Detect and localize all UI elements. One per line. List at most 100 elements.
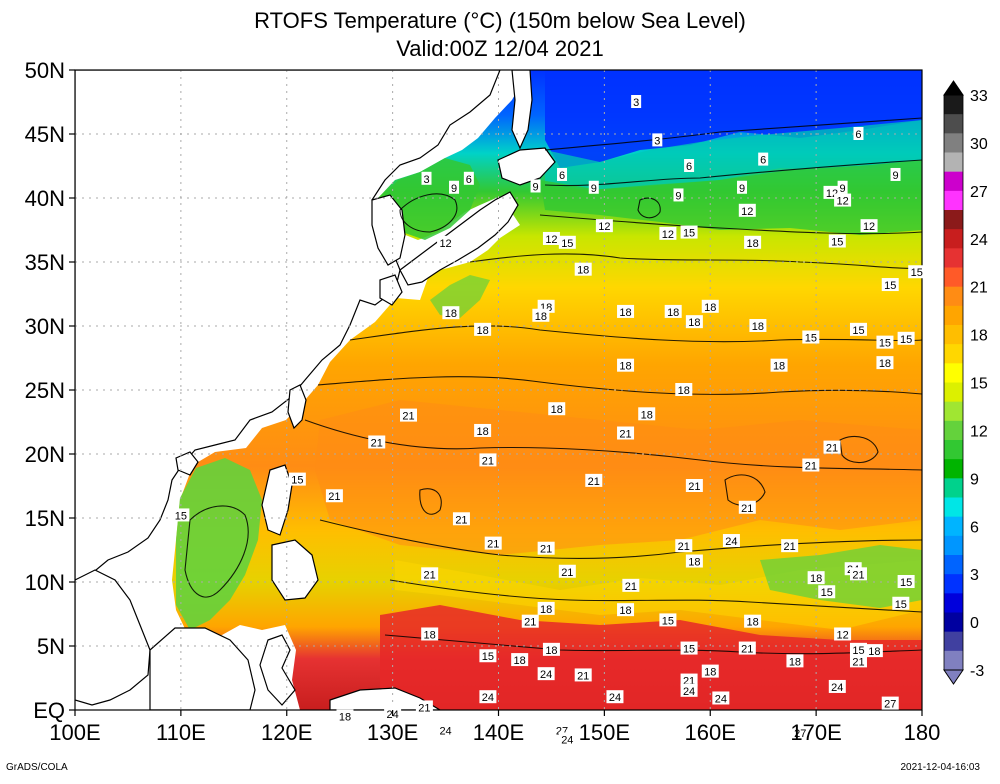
contour-value-label: 12 — [437, 235, 455, 250]
contour-label-box — [659, 613, 677, 627]
contour-value-label: 18 — [744, 614, 762, 629]
contour-label-text: 15 — [683, 644, 695, 656]
contour-value-label: 21 — [675, 539, 693, 553]
contour-label-text: 18 — [540, 604, 552, 616]
contour-value-label: 15 — [818, 585, 836, 599]
contour-label-text: 21 — [852, 569, 864, 581]
contour-label-text: 12 — [836, 196, 848, 208]
colorbar-tick-label: 33 — [970, 88, 988, 105]
contour-label-text: 12 — [545, 234, 557, 246]
contour-value-label: 18 — [807, 571, 825, 585]
contour-value-label: 24 — [722, 534, 740, 548]
contour-label-box — [659, 226, 677, 240]
colorbar-segment — [944, 440, 963, 460]
contour-label-box — [617, 426, 635, 440]
contour-label-box — [890, 167, 901, 181]
contour-value-label: 15 — [828, 234, 846, 249]
contour-value-label: 18 — [542, 642, 560, 657]
contour-label-box — [421, 627, 439, 641]
contour-label-text: 12 — [741, 206, 753, 218]
lat-tick-label: EQ — [33, 698, 65, 723]
contour-label-box — [849, 654, 867, 668]
contour-label-box — [834, 193, 852, 207]
sakhalin-island — [511, 70, 533, 150]
contour-label-text: 21 — [805, 461, 817, 473]
contour-value-label: 24 — [712, 691, 730, 705]
contour-label-box — [588, 180, 599, 194]
contour-label-box — [479, 453, 497, 467]
contour-value-label: 9 — [588, 180, 599, 195]
colorbar-segment — [944, 190, 963, 211]
contour-label-text: 21 — [540, 544, 552, 556]
contour-value-label: 21 — [537, 541, 555, 556]
contour-label-box — [474, 322, 492, 336]
contour-label-box — [737, 180, 748, 194]
contour-label-box — [336, 709, 354, 723]
contour-value-label: 24 — [479, 690, 497, 704]
colorbar-segment — [944, 325, 963, 345]
lon-tick-label: 160E — [685, 720, 736, 745]
contour-value-label: 21 — [585, 473, 603, 488]
contour-value-label: 21 — [685, 479, 703, 493]
contour-value-label: 18 — [574, 262, 592, 277]
contour-label-text: 18 — [619, 605, 631, 617]
contour-label-text: 21 — [588, 476, 600, 488]
hokkaido-island — [497, 147, 556, 186]
contour-label-text: 3 — [654, 135, 660, 147]
contour-label-text: 18 — [773, 361, 785, 373]
contour-value-label: 12 — [659, 226, 677, 241]
contour-label-text: 21 — [741, 644, 753, 656]
colorbar-segment — [944, 516, 963, 537]
contour-label-box — [631, 95, 642, 108]
contour-label-box — [617, 304, 635, 318]
contour-value-label: 12 — [834, 193, 852, 208]
lat-tick-label: 30N — [25, 314, 65, 339]
contour-label-box — [172, 508, 190, 522]
contour-value-label: 6 — [557, 167, 568, 182]
kyushu-island — [379, 274, 403, 306]
contour-value-label: 27 — [881, 696, 899, 711]
contour-label-box — [606, 690, 624, 704]
contour-value-label: 21 — [325, 489, 343, 503]
contour-value-label: 15 — [897, 575, 915, 589]
contour-label-text: 15 — [561, 238, 573, 250]
contour-value-label: 18 — [421, 627, 439, 641]
contour-label-box — [828, 679, 846, 693]
contour-label-box — [685, 479, 703, 492]
colorbar-segment — [944, 344, 963, 364]
colorbar-segment — [944, 478, 963, 498]
contour-value-label: 18 — [675, 383, 693, 397]
contour-value-label: 21 — [738, 641, 756, 656]
colorbar-segment — [944, 497, 963, 518]
contour-label-box — [828, 234, 846, 248]
contour-label-box — [449, 180, 460, 194]
contour-label-text: 15 — [884, 280, 896, 292]
contour-label-box — [617, 358, 635, 372]
contour-value-label: 24 — [437, 723, 455, 737]
contour-label-text: 18 — [476, 426, 488, 438]
colorbar-tick-label: -3 — [970, 663, 984, 680]
colorbar-tick-label: 24 — [970, 232, 988, 249]
colorbar-segment — [944, 650, 963, 671]
contour-value-label: 18 — [749, 319, 767, 333]
contour-label-text: 18 — [445, 308, 457, 320]
colorbar-segment — [944, 535, 963, 556]
contour-value-label: 24 — [828, 679, 846, 694]
contour-label-box — [675, 383, 693, 396]
colorbar-segment — [944, 363, 963, 383]
contour-label-text: 21 — [688, 481, 700, 493]
contour-value-label: 21 — [574, 668, 592, 682]
south-china-sea-green — [176, 458, 262, 630]
contour-label-box — [415, 700, 433, 714]
contour-label-text: 15 — [683, 228, 695, 240]
contour-label-box — [908, 265, 926, 279]
colorbar-segment — [944, 152, 963, 173]
contour-label-text: 18 — [868, 646, 880, 658]
contour-value-label: 18 — [336, 709, 354, 723]
contour-label-box — [876, 335, 894, 349]
contour-label-box — [738, 641, 756, 655]
contour-value-label: 21 — [849, 567, 867, 581]
lon-tick-label: 150E — [579, 720, 630, 745]
contour-label-text: 18 — [619, 361, 631, 373]
contour-label-text: 21 — [424, 569, 436, 581]
